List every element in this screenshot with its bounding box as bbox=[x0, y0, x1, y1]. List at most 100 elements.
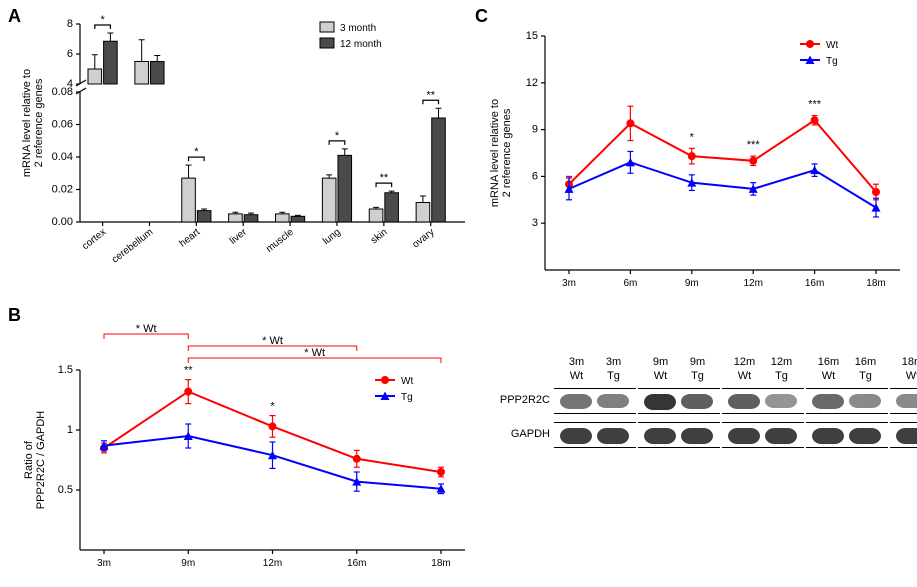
panel-b-chart: 0.511.5Ratio ofPPP2R2C / GAPDH3m9m12m16m… bbox=[20, 320, 475, 575]
svg-text:1: 1 bbox=[67, 424, 73, 436]
western-blot: 3m3m9m9m12m12m16m16m18m18mWtTgWtTgWtTgWt… bbox=[480, 350, 915, 570]
svg-text:*: * bbox=[194, 146, 199, 158]
svg-text:*: * bbox=[690, 131, 695, 143]
wb-col-genotype: Wt bbox=[894, 370, 917, 382]
svg-text:8: 8 bbox=[67, 18, 73, 30]
wb-band bbox=[644, 428, 676, 444]
wb-row-label: GAPDH bbox=[480, 428, 550, 440]
svg-text:*: * bbox=[270, 401, 275, 413]
wb-col-genotype: Tg bbox=[847, 370, 884, 382]
wb-col-genotype: Wt bbox=[726, 370, 763, 382]
wb-band bbox=[896, 428, 917, 444]
bar-3month bbox=[229, 214, 243, 222]
wb-col-genotype: Tg bbox=[595, 370, 632, 382]
panel-label-c: C bbox=[475, 6, 488, 27]
wb-band bbox=[812, 394, 844, 409]
svg-text:ovary: ovary bbox=[410, 227, 436, 251]
svg-text:mRNA level relative to2 refere: mRNA level relative to2 reference genes bbox=[490, 99, 513, 207]
wb-col-genotype: Tg bbox=[763, 370, 800, 382]
bar-12month bbox=[104, 41, 118, 84]
wb-band bbox=[849, 428, 881, 444]
svg-text:12m: 12m bbox=[743, 278, 762, 289]
svg-text:9m: 9m bbox=[181, 558, 195, 569]
bar-3month bbox=[276, 214, 290, 222]
svg-text:12 month: 12 month bbox=[340, 39, 382, 50]
panel-a: 4680.000.020.040.060.08mRNA level relati… bbox=[20, 14, 475, 304]
wb-band bbox=[765, 428, 797, 444]
bar-3month bbox=[88, 69, 102, 84]
wb-band bbox=[728, 428, 760, 444]
wb-band bbox=[681, 428, 713, 444]
wb-col-age: 3m bbox=[595, 356, 632, 368]
bar-12month bbox=[432, 118, 446, 222]
wb-col-genotype: Wt bbox=[558, 370, 595, 382]
svg-text:6: 6 bbox=[532, 170, 538, 182]
bar-12month bbox=[291, 216, 305, 222]
wb-band bbox=[896, 394, 917, 408]
wb-band bbox=[597, 394, 629, 408]
panel-b: 0.511.5Ratio ofPPP2R2C / GAPDH3m9m12m16m… bbox=[20, 320, 475, 580]
svg-text:lung: lung bbox=[321, 227, 343, 247]
svg-text:***: *** bbox=[747, 139, 761, 151]
bar-12month bbox=[385, 193, 399, 222]
svg-text:0.08: 0.08 bbox=[52, 86, 73, 98]
wb-col-genotype: Wt bbox=[810, 370, 847, 382]
svg-text:18m: 18m bbox=[866, 278, 885, 289]
svg-text:**: ** bbox=[380, 172, 389, 184]
wb-col-age: 3m bbox=[558, 356, 595, 368]
wb-band bbox=[812, 428, 844, 444]
svg-text:18m: 18m bbox=[431, 558, 450, 569]
svg-text:***: *** bbox=[808, 99, 822, 111]
svg-text:muscle: muscle bbox=[264, 226, 296, 254]
panel-c-chart: 3691215mRNA level relative to2 reference… bbox=[490, 14, 910, 299]
svg-text:* Wt: * Wt bbox=[262, 335, 283, 347]
wb-col-age: 12m bbox=[763, 356, 800, 368]
svg-text:cerebellum: cerebellum bbox=[110, 227, 155, 266]
wb-col-genotype: Wt bbox=[642, 370, 679, 382]
wb-band bbox=[560, 428, 592, 444]
svg-text:cortex: cortex bbox=[80, 227, 108, 252]
svg-text:**: ** bbox=[426, 89, 435, 101]
wb-col-age: 12m bbox=[726, 356, 763, 368]
wb-band bbox=[644, 394, 676, 410]
svg-text:9m: 9m bbox=[685, 278, 699, 289]
svg-text:6m: 6m bbox=[623, 278, 637, 289]
svg-text:Wt: Wt bbox=[401, 376, 413, 387]
wb-col-age: 9m bbox=[679, 356, 716, 368]
svg-text:liver: liver bbox=[228, 226, 250, 246]
wb-band bbox=[728, 394, 760, 409]
svg-text:15: 15 bbox=[526, 30, 538, 42]
svg-text:3 month: 3 month bbox=[340, 23, 376, 34]
svg-text:Ratio ofPPP2R2C / GAPDH: Ratio ofPPP2R2C / GAPDH bbox=[23, 411, 47, 509]
wb-band bbox=[765, 394, 797, 408]
svg-text:0.06: 0.06 bbox=[52, 119, 73, 131]
panel-a-chart: 4680.000.020.040.060.08mRNA level relati… bbox=[20, 14, 475, 299]
svg-text:16m: 16m bbox=[805, 278, 824, 289]
svg-text:3m: 3m bbox=[562, 278, 576, 289]
svg-text:9: 9 bbox=[532, 124, 538, 136]
svg-text:* Wt: * Wt bbox=[304, 347, 325, 359]
wb-band bbox=[849, 394, 881, 408]
svg-text:0.04: 0.04 bbox=[52, 151, 73, 163]
svg-text:6: 6 bbox=[67, 48, 73, 60]
bar-3month bbox=[135, 62, 149, 85]
bar-12month bbox=[150, 62, 164, 85]
wb-col-age: 16m bbox=[847, 356, 884, 368]
svg-text:Tg: Tg bbox=[401, 392, 413, 403]
wb-band bbox=[681, 394, 713, 409]
wb-col-age: 9m bbox=[642, 356, 679, 368]
svg-text:*: * bbox=[100, 14, 105, 26]
svg-text:3m: 3m bbox=[97, 558, 111, 569]
svg-text:skin: skin bbox=[369, 227, 390, 247]
svg-text:* Wt: * Wt bbox=[136, 323, 157, 335]
wb-band bbox=[560, 394, 592, 409]
wb-band bbox=[597, 428, 629, 444]
bar-3month bbox=[322, 178, 336, 222]
bar-3month bbox=[182, 178, 196, 222]
bar-12month bbox=[244, 215, 258, 222]
svg-text:12m: 12m bbox=[263, 558, 282, 569]
svg-text:0.00: 0.00 bbox=[52, 216, 73, 228]
bar-12month bbox=[197, 211, 211, 222]
svg-text:16m: 16m bbox=[347, 558, 366, 569]
bar-3month bbox=[416, 203, 430, 223]
